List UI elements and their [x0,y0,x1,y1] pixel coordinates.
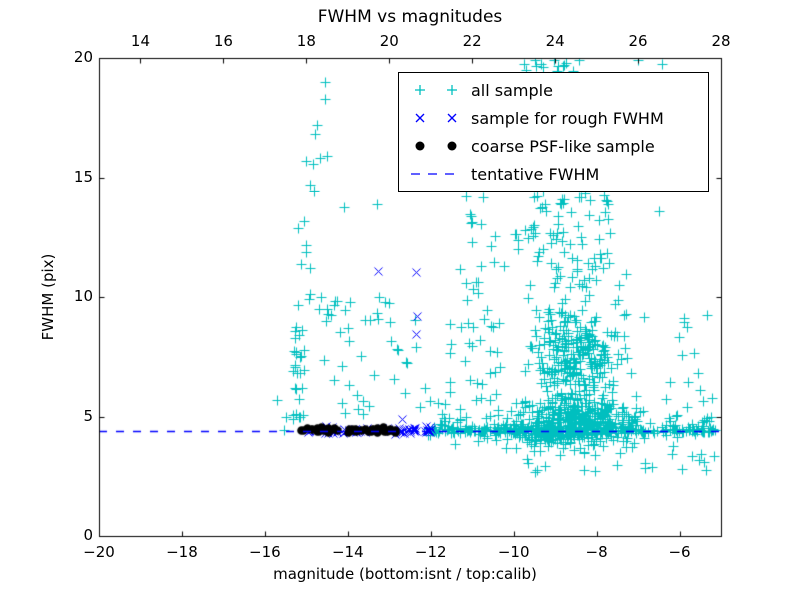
y-tick-label: 5 [83,406,93,425]
y-tick-label: 10 [73,287,93,305]
x-tick-label-bottom: −16 [249,543,281,561]
x-tick-label-top: 18 [296,32,316,50]
legend-entry-label: coarse PSF-like sample [471,136,655,156]
x-axis-label: magnitude (bottom:isnt / top:calib) [273,565,537,583]
y-tick-label: 0 [83,526,93,544]
x-tick-label-top: 14 [130,32,150,50]
legend-marker-x-icon [415,113,457,123]
x-tick-label-bottom: −10 [497,543,530,561]
x-tick-label-top: 22 [462,32,482,50]
x-tick-label-top: 16 [213,32,233,50]
x-tick-label-top: 26 [628,32,648,50]
legend-entry: coarse PSF-like sample [399,133,708,159]
legend-marker-dashed-icon [411,173,461,175]
y-axis-label: FWHM (pix) [39,253,57,341]
x-tick-label-bottom: −8 [585,543,608,561]
legend-marker-circle-icon [415,141,457,151]
y-tick-label: 20 [73,48,93,66]
legend-entry-label: sample for rough FWHM [471,108,664,128]
legend-entry: sample for rough FWHM [399,105,708,131]
x-tick-label-top: 24 [545,32,565,50]
x-tick-label-bottom: −18 [166,543,198,561]
legend-entry-label: tentative FWHM [471,164,600,184]
x-tick-label-bottom: −12 [414,543,447,561]
legend-entry: all sample [399,77,708,103]
x-tick-label-bottom: −6 [668,543,691,561]
x-tick-label-top: 20 [379,32,399,50]
legend-marker-plus-icon [415,85,457,95]
x-tick-label-bottom: −14 [331,543,364,561]
x-tick-label-top: 28 [711,32,731,50]
legend: all sample sample for rough FWHM coarse PS… [398,72,709,192]
legend-entry-label: all sample [471,80,553,100]
legend-entry: tentative FWHM [399,161,708,187]
x-tick-label-bottom: −20 [83,543,115,561]
chart-title: FWHM vs magnitudes [317,7,503,27]
y-tick-label: 15 [73,167,93,186]
